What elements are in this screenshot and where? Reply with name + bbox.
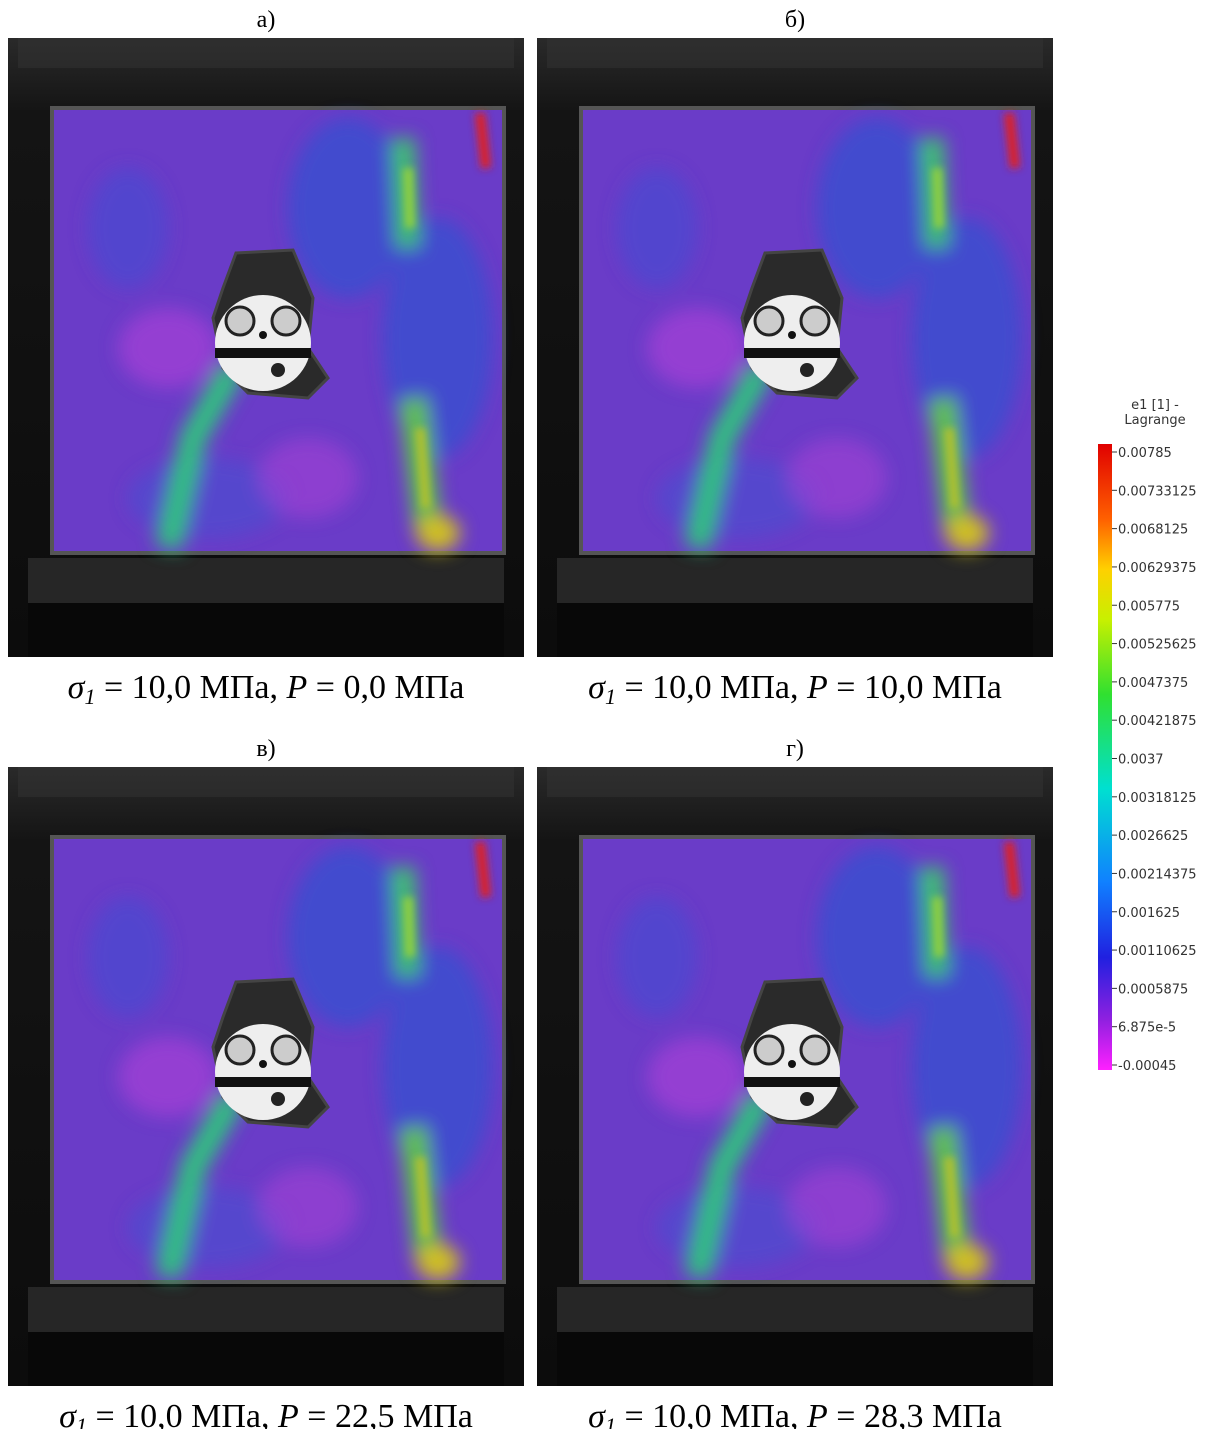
stress: = 10,0 МПа, [87, 1398, 278, 1429]
colorbar-label: 0.00214375 [1118, 867, 1197, 882]
colorbar-label: 0.00525625 [1118, 638, 1197, 653]
index: 1 [605, 1413, 616, 1429]
index: 1 [76, 1413, 87, 1429]
colorbar-label: 6.875e-5 [1118, 1021, 1176, 1036]
panel-label: а) [257, 7, 276, 33]
symbol: P [806, 669, 828, 706]
colorbar-label: 0.00785 [1118, 446, 1172, 461]
index: 1 [84, 684, 95, 709]
colorbar-label: 0.001625 [1118, 906, 1180, 921]
symbol: P [806, 1398, 828, 1429]
symbol: σ [68, 669, 86, 706]
colorbar-label: 0.005775 [1118, 599, 1180, 614]
pressure: = 22,5 МПа [299, 1398, 473, 1429]
colorbar [1098, 444, 1112, 1070]
stress: = 10,0 МПа, [95, 669, 286, 706]
caption: σ1 = 10,0 МПа, P = 22,5 МПа [59, 1398, 473, 1429]
symbol: P [277, 1398, 299, 1429]
pressure: = 0,0 МПа [307, 669, 464, 706]
panel-label: в) [256, 736, 275, 762]
panel-label: б) [785, 7, 805, 33]
strain-image [8, 38, 524, 657]
strain-image [537, 38, 1053, 657]
caption: σ1 = 10,0 МПа, P = 28,3 МПа [588, 1398, 1002, 1429]
caption: σ1 = 10,0 МПа, P = 10,0 МПа [588, 669, 1002, 709]
colorbar-label: -0.00045 [1118, 1059, 1176, 1074]
colorbar-label: 0.00421875 [1118, 714, 1197, 729]
symbol: σ [59, 1398, 77, 1429]
colorbar-label: 0.00318125 [1118, 791, 1197, 806]
caption: σ1 = 10,0 МПа, P = 0,0 МПа [68, 669, 465, 709]
colorbar-label: 0.00733125 [1118, 484, 1197, 499]
strain-image [537, 767, 1053, 1386]
pressure: = 10,0 МПа [828, 669, 1002, 706]
symbol: σ [588, 1398, 606, 1429]
pressure: = 28,3 МПа [828, 1398, 1002, 1429]
colorbar-label: 0.00110625 [1118, 944, 1197, 959]
strain-image [8, 767, 524, 1386]
symbol: σ [588, 669, 606, 706]
colorbar-label: 0.0068125 [1118, 523, 1188, 538]
colorbar-title: e1 [1] - [1131, 398, 1179, 413]
colorbar-label: 0.0005875 [1118, 982, 1188, 997]
panel-label: г) [786, 736, 804, 762]
colorbar-label: 0.0047375 [1118, 676, 1188, 691]
index: 1 [605, 684, 616, 709]
colorbar-label: 0.00629375 [1118, 561, 1197, 576]
colorbar-label: 0.0026625 [1118, 829, 1188, 844]
stress: = 10,0 МПа, [616, 669, 807, 706]
colorbar-label: 0.0037 [1118, 753, 1164, 768]
colorbar-title: Lagrange [1124, 413, 1185, 428]
stress: = 10,0 МПа, [616, 1398, 807, 1429]
symbol: P [286, 669, 308, 706]
